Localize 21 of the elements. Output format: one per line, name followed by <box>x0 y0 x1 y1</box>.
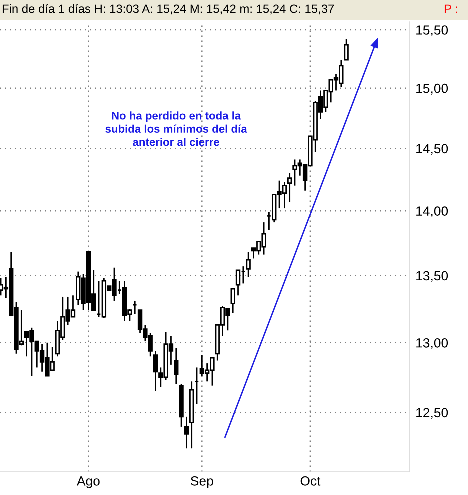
y-tick-label: 13,50 <box>416 271 448 282</box>
y-tick-label: 14,50 <box>416 144 448 156</box>
x-tick-label: Oct <box>300 476 321 486</box>
chart-title: Fin de día 1 días H: 13:03 A: 15,24 M: 15,42 m: 15,24 C: 15,37 <box>2 4 334 15</box>
candlestick <box>236 270 241 296</box>
candlestick <box>230 288 236 314</box>
candlestick <box>174 348 179 386</box>
candlestick <box>287 172 292 203</box>
x-tick-label: Ago <box>76 476 100 488</box>
y-tick-label: 14,00 <box>416 206 448 218</box>
candlestick <box>344 38 349 61</box>
candlestick <box>246 252 251 278</box>
y-tick-label: 12,50 <box>416 408 448 420</box>
y-tick-label: 13,00 <box>416 338 448 350</box>
y-tick-label: 15,50 <box>416 26 448 36</box>
text: P : <box>444 4 458 14</box>
candlestick <box>153 350 158 392</box>
y-tick-label: 15,00 <box>416 84 448 95</box>
x-tick-label: Sep <box>191 476 214 488</box>
annotation: No ha perdido en toda la subida los mínimos del día anterior al cierre <box>106 112 248 146</box>
candlestick <box>184 416 190 450</box>
